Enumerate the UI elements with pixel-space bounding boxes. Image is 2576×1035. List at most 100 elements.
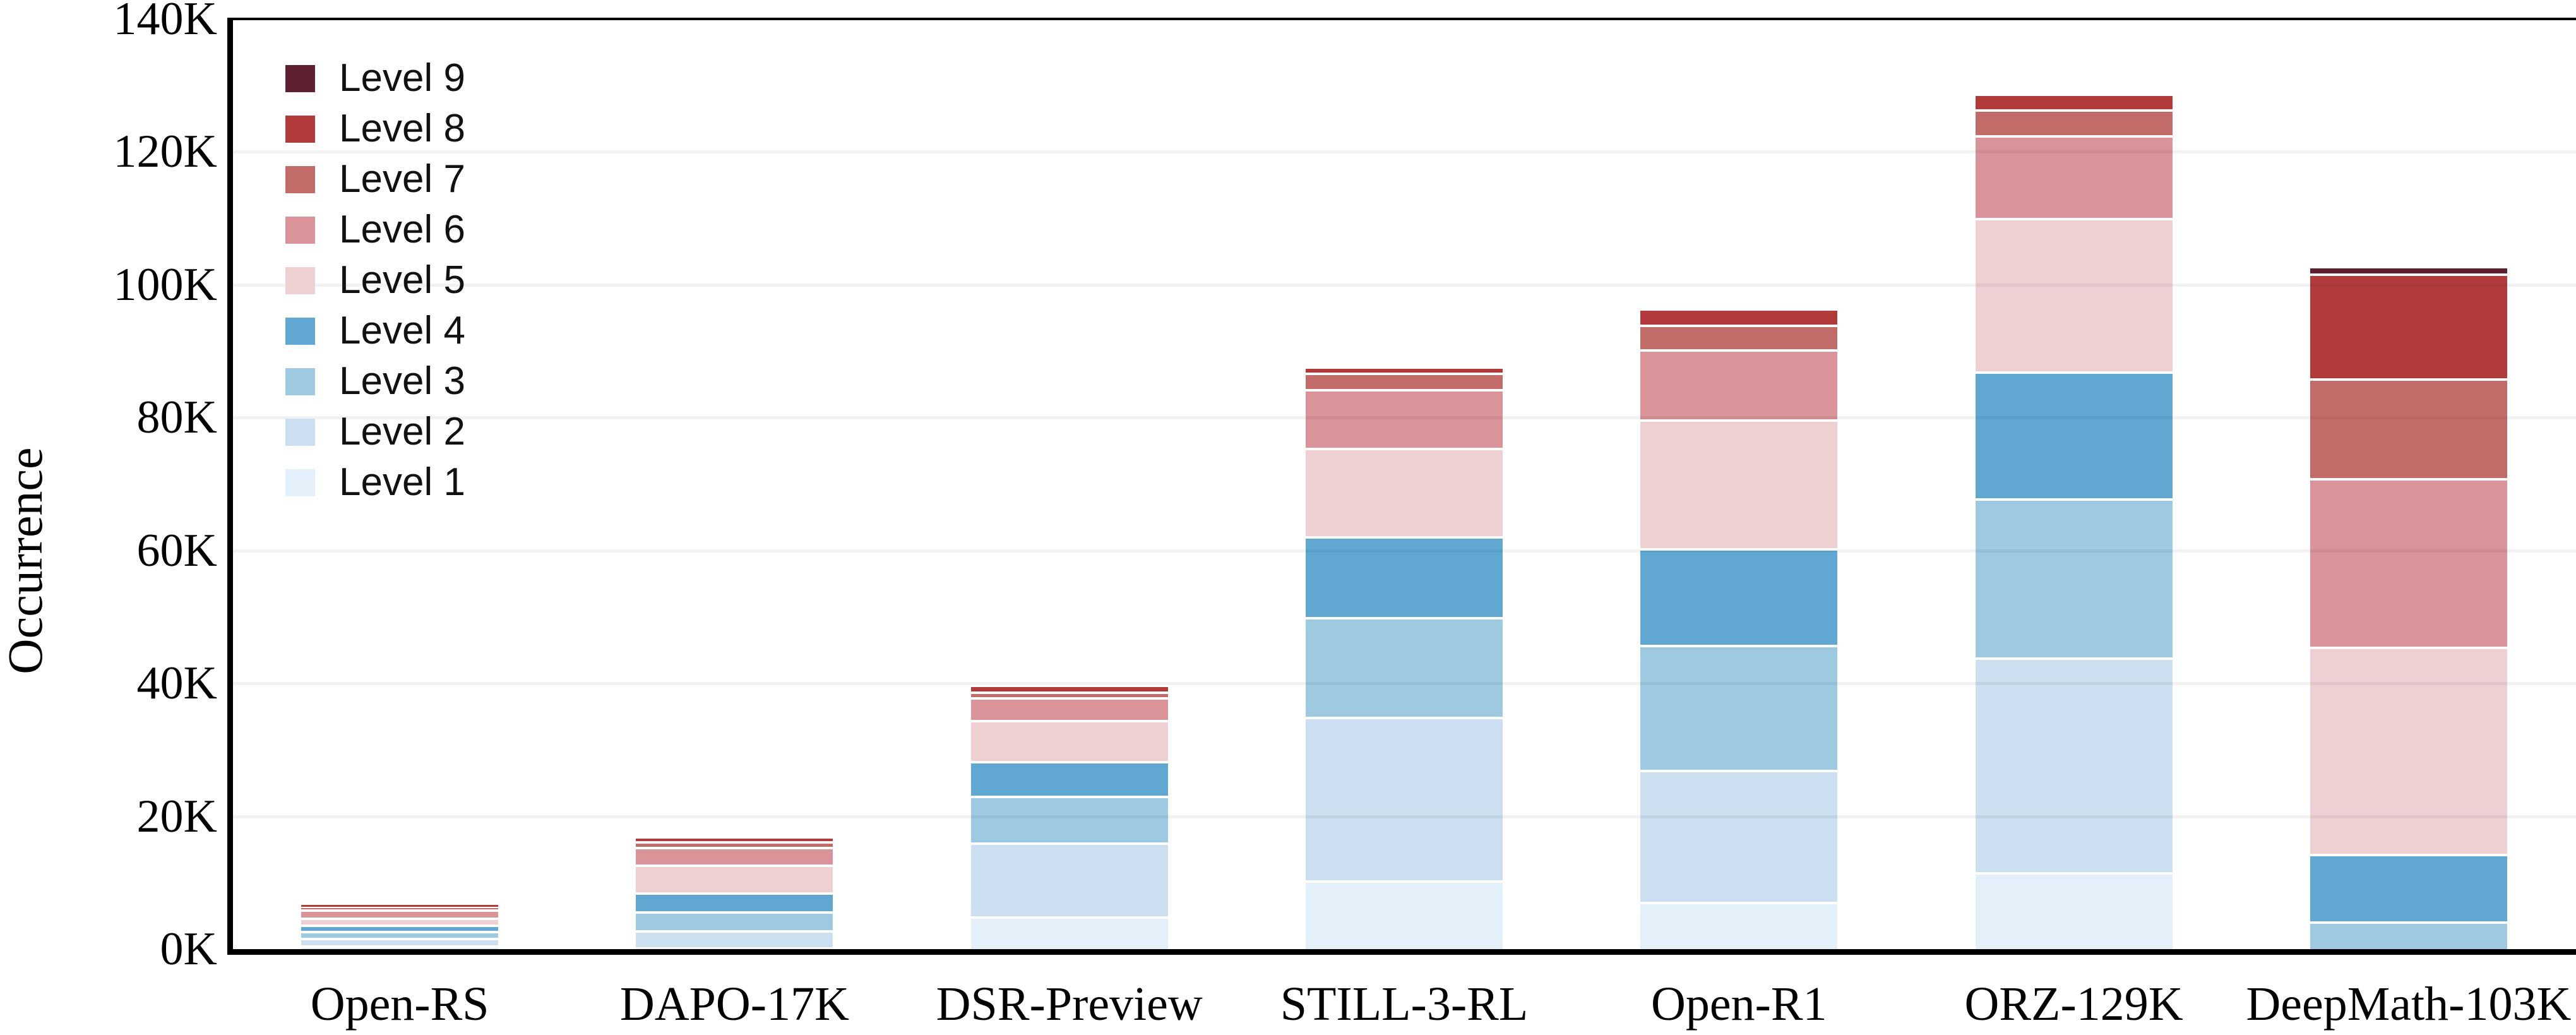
- legend-swatch-icon: [285, 418, 315, 446]
- y-tick-label: 60K: [136, 524, 217, 577]
- bar-segment-level-1: [1306, 880, 1503, 949]
- plot-border-top: [227, 18, 2576, 20]
- legend-swatch-icon: [285, 165, 315, 193]
- legend-label: Level 6: [339, 208, 465, 251]
- bar-segment-level-1: [636, 947, 833, 949]
- bar-segment-level-4: [1306, 535, 1503, 617]
- legend-swatch-icon: [285, 368, 315, 395]
- bar-still-3-rl: [1306, 366, 1503, 949]
- bar-segment-level-2: [1640, 769, 1838, 902]
- y-tick-label: 0K: [160, 923, 217, 975]
- gridline: [233, 682, 2576, 686]
- y-tick-label: 100K: [113, 258, 217, 311]
- x-tick-label: Open-RS: [310, 978, 489, 1031]
- legend-swatch-icon: [285, 115, 315, 143]
- legend-item-level-9: Level 9: [285, 53, 465, 104]
- legend-item-level-7: Level 7: [285, 154, 465, 205]
- bar-segment-level-2: [636, 930, 833, 947]
- bar-segment-level-4: [301, 924, 499, 931]
- y-tick-label: 20K: [136, 790, 217, 842]
- legend-label: Level 4: [339, 309, 465, 352]
- bar-segment-level-8: [1640, 308, 1838, 325]
- bar-dsr-preview: [970, 685, 1168, 949]
- x-tick-label: DeepMath-103K: [2246, 978, 2572, 1031]
- x-tick-label: Open-R1: [1650, 978, 1827, 1031]
- legend-label: Level 5: [339, 258, 465, 302]
- bar-segment-level-5: [2310, 647, 2507, 854]
- legend-item-level-4: Level 4: [285, 306, 465, 356]
- bar-segment-level-7: [970, 691, 1168, 698]
- bar-segment-level-6: [1975, 135, 2173, 218]
- legend-item-level-2: Level 2: [285, 407, 465, 457]
- legend: Level 9 Level 8 Level 7 Level 6 Level 5 Level…: [285, 53, 465, 508]
- bar-segment-level-1: [301, 945, 499, 949]
- gridline: [233, 815, 2576, 818]
- bar-segment-level-7: [1640, 325, 1838, 349]
- legend-item-level-5: Level 5: [285, 255, 465, 306]
- bar-segment-level-2: [1306, 716, 1503, 880]
- bar-segment-level-8: [636, 836, 833, 841]
- legend-label: Level 8: [339, 107, 465, 150]
- bar-segment-level-9: [2310, 266, 2507, 274]
- legend-item-level-3: Level 3: [285, 356, 465, 407]
- legend-item-level-8: Level 8: [285, 104, 465, 154]
- bar-segment-level-4: [970, 761, 1168, 796]
- bar-segment-level-2: [301, 938, 499, 945]
- bar-segment-level-1: [1640, 902, 1838, 949]
- bar-segment-level-5: [1306, 447, 1503, 536]
- bar-segment-level-3: [301, 930, 499, 938]
- bar-segment-level-6: [1306, 389, 1503, 448]
- gridline: [233, 549, 2576, 553]
- x-tick-label: STILL-3-RL: [1280, 978, 1529, 1031]
- bar-segment-level-3: [1975, 498, 2173, 658]
- bar-segment-level-8: [2310, 273, 2507, 379]
- x-tick-label: DAPO-17K: [619, 978, 849, 1031]
- bar-segment-level-6: [301, 909, 499, 918]
- bar-segment-level-4: [636, 892, 833, 912]
- y-axis-line: [227, 18, 233, 955]
- bar-segment-level-7: [636, 841, 833, 847]
- y-tick-label: 120K: [113, 126, 217, 178]
- bar-segment-level-5: [636, 864, 833, 892]
- legend-swatch-icon: [285, 216, 315, 244]
- bar-segment-level-6: [970, 697, 1168, 721]
- gridline: [233, 283, 2576, 287]
- gridline: [233, 416, 2576, 420]
- bar-segment-level-5: [1640, 419, 1838, 548]
- y-tick-label: 40K: [136, 657, 217, 710]
- bar-dapo-17k: [636, 836, 833, 949]
- x-tick-label: DSR-Preview: [936, 978, 1203, 1031]
- bar-segment-level-1: [970, 916, 1168, 949]
- legend-label: Level 2: [339, 410, 465, 453]
- bar-orz-129k: [1975, 93, 2173, 949]
- legend-item-level-1: Level 1: [285, 457, 465, 508]
- y-tick-label: 140K: [113, 0, 217, 45]
- bar-segment-level-6: [2310, 478, 2507, 647]
- bar-segment-level-3: [1640, 645, 1838, 770]
- x-axis-line: [227, 949, 2576, 955]
- bar-segment-level-8: [970, 685, 1168, 691]
- bar-deepmath-103k: [2310, 266, 2507, 949]
- gridline: [233, 150, 2576, 154]
- legend-label: Level 3: [339, 359, 465, 403]
- bar-open-rs: [301, 902, 499, 949]
- x-tick-label: ORZ-129K: [1964, 978, 2183, 1031]
- legend-label: Level 7: [339, 157, 465, 201]
- bar-segment-level-8: [301, 902, 499, 907]
- bar-segment-level-7: [301, 906, 499, 909]
- bar-segment-level-1: [1975, 871, 2173, 949]
- bar-segment-level-7: [1975, 109, 2173, 136]
- bar-segment-level-4: [1640, 547, 1838, 645]
- bar-segment-level-7: [2310, 378, 2507, 479]
- legend-swatch-icon: [285, 64, 315, 92]
- bar-segment-level-5: [970, 720, 1168, 762]
- bar-open-r1: [1640, 308, 1838, 949]
- bar-segment-level-6: [1640, 349, 1838, 420]
- bar-segment-level-3: [636, 911, 833, 930]
- legend-swatch-icon: [285, 266, 315, 294]
- legend-label: Level 1: [339, 460, 465, 504]
- bar-segment-level-2: [1975, 657, 2173, 872]
- bar-segment-level-8: [1306, 366, 1503, 373]
- bar-segment-level-8: [1975, 93, 2173, 110]
